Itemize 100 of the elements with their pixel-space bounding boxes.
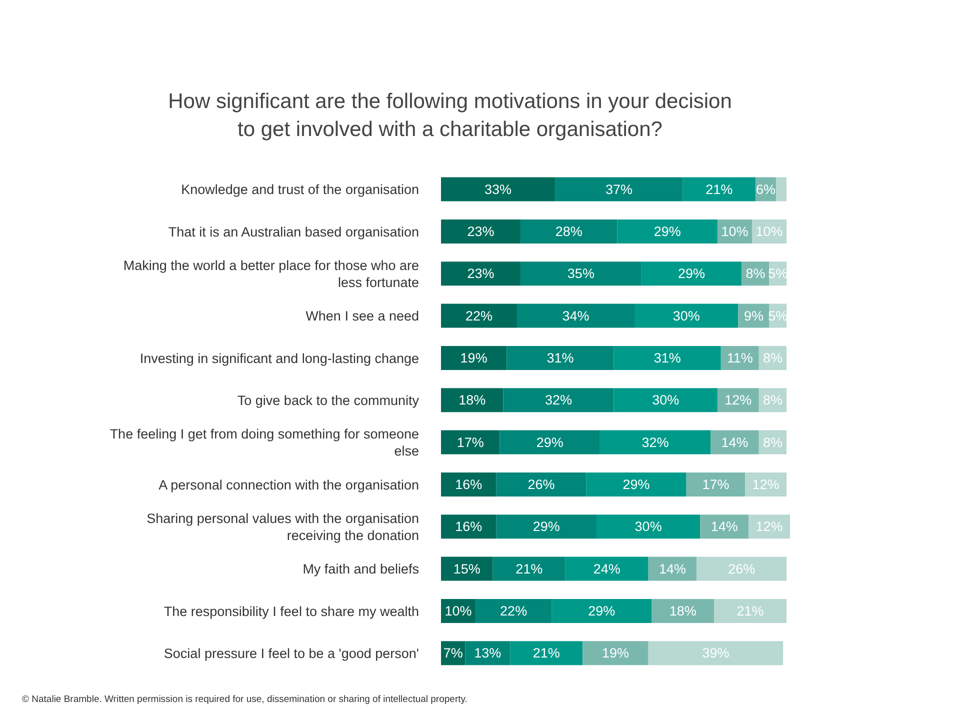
- bar: [520, 219, 618, 244]
- data-label: 29%: [588, 603, 616, 618]
- data-label: 8%: [746, 266, 766, 282]
- text: © Natalie Bramble. Written permission is required for use, dissemination or sharing of intellectual property.: [22, 694, 468, 705]
- data-label: 14%: [710, 519, 738, 534]
- y-tick-label: The feeling I get from doing something for someone else: [110, 426, 419, 458]
- bar: [441, 388, 504, 412]
- bar: [506, 346, 614, 370]
- data-label: 30%: [652, 392, 680, 408]
- bar: [441, 556, 493, 581]
- y-tick-label: A personal connection with the organisation: [158, 476, 419, 492]
- bar: [441, 219, 520, 244]
- data-label: 10%: [444, 603, 472, 618]
- data-label: 10%: [721, 224, 748, 239]
- data-label: 39%: [702, 646, 730, 661]
- bar: [476, 598, 552, 623]
- data-label: 12%: [724, 392, 752, 408]
- bar: [520, 262, 642, 286]
- y-tick-label: Knowledge and trust of the organisation: [181, 182, 419, 197]
- data-label: 22%: [500, 603, 528, 618]
- bar: [648, 556, 697, 581]
- data-label: 29%: [536, 434, 564, 450]
- data-label: 30%: [672, 308, 700, 324]
- bar: [441, 472, 496, 496]
- y-tick-label: Social pressure I feel to be a 'good person': [164, 645, 419, 660]
- data-label: 14%: [659, 561, 686, 576]
- data-label: 30%: [634, 519, 662, 534]
- data-label: 17%: [456, 434, 484, 450]
- data-label: 37%: [605, 182, 632, 197]
- data-label: 31%: [546, 350, 574, 366]
- bar: [441, 304, 518, 328]
- data-label: 29%: [678, 266, 706, 282]
- y-tick-label: To give back to the community: [237, 392, 420, 408]
- bar: [441, 177, 556, 202]
- data-label: 12%: [752, 476, 780, 492]
- bar: [614, 346, 721, 370]
- data-label: 28%: [555, 224, 582, 239]
- data-label: 12%: [756, 519, 783, 534]
- y-tick-label: My faith and beliefs: [302, 561, 420, 576]
- bar: [441, 430, 500, 454]
- bar: [582, 641, 648, 666]
- data-label: 8%: [762, 434, 782, 450]
- data-label: 14%: [721, 434, 748, 450]
- bar: [441, 262, 520, 286]
- bar: [634, 304, 738, 328]
- data-label: 34%: [562, 308, 590, 324]
- bar: [652, 598, 714, 623]
- bar: [510, 641, 583, 666]
- y-tick-label: When I see a need: [306, 308, 419, 324]
- data-label: 24%: [593, 561, 620, 576]
- data-label: 17%: [702, 476, 730, 492]
- data-label: 10%: [756, 224, 783, 239]
- bar: [503, 388, 614, 412]
- data-label: 6%: [756, 182, 776, 197]
- data-label: 21%: [516, 561, 543, 576]
- bar: [500, 430, 600, 454]
- data-label: 31%: [654, 350, 681, 366]
- bar: [776, 177, 787, 202]
- data-label: 19%: [460, 350, 488, 366]
- data-label: 9%: [744, 308, 764, 324]
- bar: [496, 472, 586, 496]
- bar: [714, 598, 787, 623]
- bar: [517, 304, 635, 328]
- chart-title: How significant are the following motivations in your decision to get involved with a charitable organisation?: [167, 89, 733, 143]
- data-label: 21%: [532, 646, 560, 661]
- y-tick-label: Investing in significant and long-lasting change: [140, 350, 419, 366]
- y-tick-label: The responsibility I feel to share my wealth: [164, 603, 419, 618]
- data-label: 29%: [622, 476, 650, 492]
- data-label: 11%: [726, 350, 753, 366]
- bar: [586, 472, 686, 496]
- bar: [600, 430, 711, 454]
- data-label: 19%: [602, 646, 630, 661]
- data-label: 13%: [474, 646, 502, 661]
- y-tick-label: Sharing personal values with the organisation receiving the donation: [146, 510, 419, 542]
- y-tick-label: Making the world a better place for those who are less fortunate: [123, 257, 419, 290]
- data-label: 8%: [762, 392, 782, 408]
- data-label: 35%: [567, 266, 594, 282]
- data-label: 16%: [455, 476, 482, 492]
- bar: [496, 514, 596, 539]
- bar: [648, 641, 784, 666]
- data-label: 29%: [654, 224, 681, 239]
- data-label: 16%: [455, 519, 482, 534]
- bar: [700, 514, 749, 539]
- bar: [686, 472, 746, 496]
- data-label: 22%: [465, 308, 493, 324]
- bar: [441, 346, 507, 370]
- data-label: 7%: [443, 646, 463, 661]
- data-label: 21%: [736, 603, 764, 618]
- data-label: 32%: [642, 434, 669, 450]
- bar: [641, 262, 742, 286]
- bar: [565, 556, 648, 581]
- bar: [682, 177, 756, 202]
- bar: [696, 556, 787, 581]
- data-label: 32%: [544, 392, 572, 408]
- bar: [617, 219, 718, 244]
- y-tick-label: That it is an Australian based organisation: [168, 224, 419, 239]
- bar: [614, 388, 718, 412]
- bar: [492, 556, 566, 581]
- data-label: 15%: [453, 561, 480, 576]
- bar: [596, 514, 700, 539]
